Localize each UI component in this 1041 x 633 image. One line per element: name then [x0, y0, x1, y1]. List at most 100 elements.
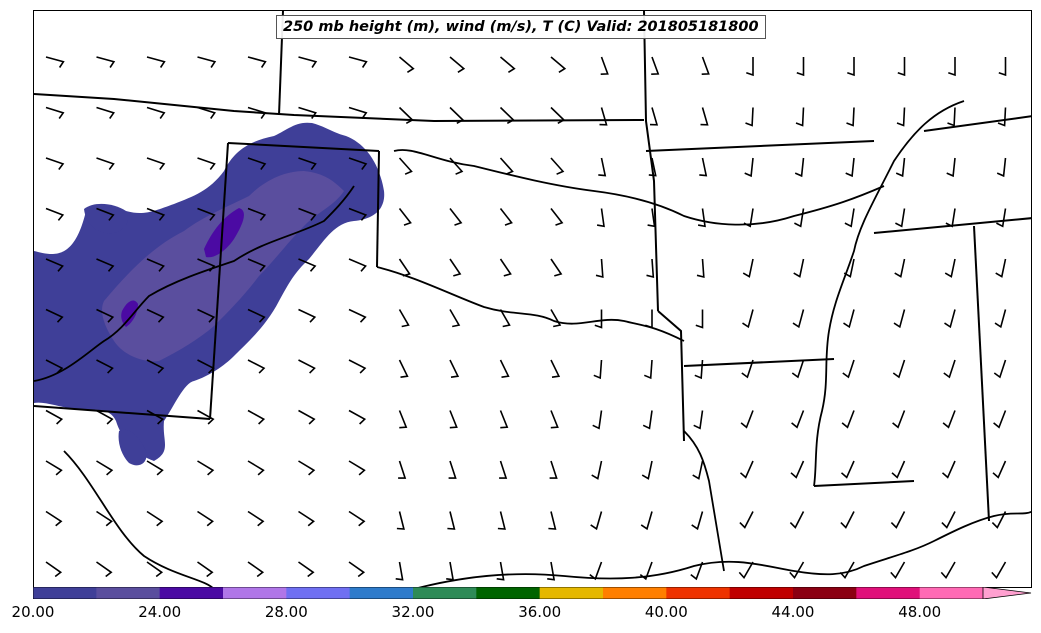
boundary-mo-ar: [645, 140, 875, 152]
wind-barb: [790, 460, 805, 479]
wind-barb: [993, 359, 1007, 379]
wind-barb: [348, 308, 367, 323]
wind-barb: [96, 460, 114, 476]
wind-barb: [146, 409, 165, 425]
wind-barb: [247, 510, 265, 527]
wind-barb: [590, 511, 603, 531]
wind-barb: [894, 258, 906, 278]
colorbar-segment: [476, 587, 541, 599]
wind-barb: [941, 460, 956, 479]
wind-barb: [398, 460, 407, 479]
wind-barb: [896, 107, 906, 127]
wind-barb: [701, 56, 710, 75]
wind-barb: [847, 57, 855, 77]
wind-barb: [598, 157, 607, 177]
red-river-la: [683, 430, 725, 572]
wind-barb: [448, 460, 457, 479]
colorbar: [33, 587, 1032, 599]
wind-barb: [550, 258, 563, 277]
wind-barb: [398, 56, 415, 73]
wind-barb: [146, 207, 166, 221]
wind-barb: [649, 107, 659, 126]
wind-barb: [247, 56, 267, 68]
wind-barb: [96, 359, 114, 374]
wind-barb: [941, 511, 956, 529]
wind-barb: [996, 157, 1007, 178]
wind-barb: [96, 106, 115, 119]
wind-barb: [700, 107, 709, 126]
wind-barb: [550, 56, 567, 73]
wind-barb: [348, 510, 366, 527]
wind-barb: [298, 106, 317, 119]
wind-barb: [146, 308, 165, 323]
colorbar-tick-label: 32.00: [391, 603, 435, 621]
boundary-tn-north: [873, 217, 1031, 234]
wind-barb: [96, 409, 114, 425]
wind-barb: [648, 157, 657, 177]
wind-barb: [693, 410, 704, 430]
wind-barb: [45, 207, 65, 221]
wind-barb: [793, 258, 805, 278]
wind-barb: [998, 57, 1007, 77]
wind-barb: [845, 157, 855, 178]
canadian-river: [34, 185, 355, 382]
temperature-region-peak-1: [204, 208, 244, 258]
wind-barb: [740, 410, 754, 429]
wind-barb: [742, 258, 754, 278]
wind-barb: [298, 561, 315, 578]
temperature-region-peak-2: [121, 300, 138, 327]
wind-barb: [247, 460, 265, 476]
wind-barb: [696, 258, 705, 279]
wind-barb: [298, 510, 315, 527]
wind-barb: [96, 561, 113, 578]
wind-barb: [550, 208, 564, 226]
colorbar-tick-label: 20.00: [11, 603, 55, 621]
wind-barb: [197, 510, 214, 527]
colorbar-extend-arrow: [982, 587, 1032, 599]
wind-barb: [643, 359, 653, 380]
wind-barb: [791, 359, 805, 379]
wind-barb: [449, 208, 463, 226]
colorbar-tick-label: 48.00: [898, 603, 942, 621]
wind-barb: [398, 309, 410, 328]
wind-barb: [995, 258, 1007, 278]
colorbar-tick-label: 40.00: [644, 603, 688, 621]
wind-barb: [396, 511, 405, 530]
wind-barb: [839, 561, 855, 579]
wind-barb: [792, 309, 805, 329]
wind-barb: [991, 511, 1007, 529]
wind-barb: [639, 561, 653, 581]
colorbar-tick-label: 28.00: [264, 603, 308, 621]
wind-barb: [940, 561, 956, 579]
wind-barb: [945, 208, 956, 228]
wind-barb: [45, 157, 65, 170]
wind-barb: [592, 410, 603, 430]
wind-barb: [499, 208, 513, 226]
wind-barb: [449, 157, 464, 175]
boundary-panhandle-west: [209, 142, 229, 420]
wind-barb: [146, 510, 164, 527]
wind-barb: [991, 561, 1007, 579]
wind-barb: [738, 561, 754, 579]
boundary-ks-mo-east: [643, 11, 659, 312]
wind-barb: [846, 107, 855, 127]
colorbar-segment: [539, 587, 604, 599]
wind-barb: [45, 106, 65, 119]
wind-barb: [594, 309, 603, 329]
wind-barb: [298, 409, 316, 425]
wind-barb: [692, 460, 704, 480]
wind-barb: [298, 460, 316, 476]
wind-barb: [449, 359, 460, 378]
wind-barb: [197, 409, 215, 425]
wind-barb: [247, 106, 267, 119]
boundary-ms-al: [973, 225, 990, 522]
wind-barb: [298, 308, 317, 323]
wind-barb: [840, 460, 855, 479]
wind-barb: [45, 510, 63, 527]
wind-barb: [697, 208, 706, 228]
wind-barb: [642, 410, 653, 430]
wind-barb: [496, 561, 505, 581]
wind-barb: [596, 208, 605, 228]
wind-barb: [593, 359, 603, 380]
colorbar-segment: [413, 587, 477, 599]
